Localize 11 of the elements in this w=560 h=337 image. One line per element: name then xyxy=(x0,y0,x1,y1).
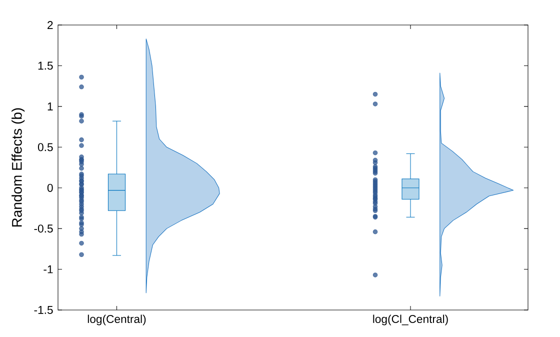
y-tick-label: 1.5 xyxy=(38,62,53,70)
y-tick-label: -0.5 xyxy=(34,224,53,233)
y-tick-label: 2 xyxy=(48,21,53,29)
y-tick-label: -1.5 xyxy=(34,306,53,314)
x-tick-label: log(Cl_Central) xyxy=(373,314,448,326)
y-tick-label: 1 xyxy=(48,102,53,110)
x-tick-label: log(Central) xyxy=(88,314,146,326)
y-tick-label: 0 xyxy=(47,184,53,192)
y-tick-label: -1 xyxy=(44,265,53,274)
y-tick-label: 0.5 xyxy=(38,143,53,152)
y-axis-title: Random Effects (b) xyxy=(12,108,25,227)
